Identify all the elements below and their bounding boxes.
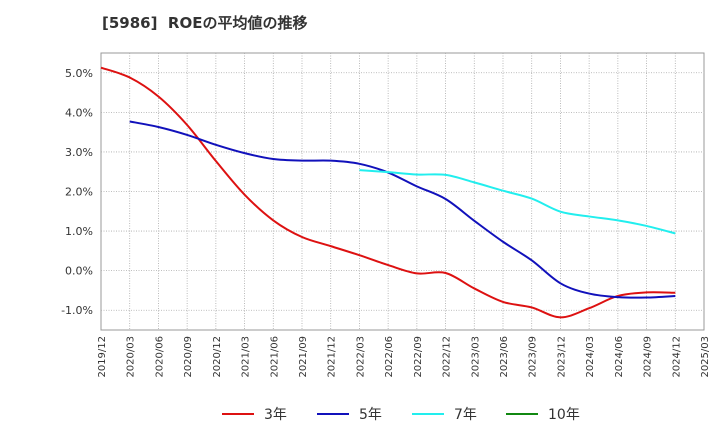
x-tick-label: 2021/03 xyxy=(241,336,252,378)
y-tick-label: 4.0% xyxy=(65,106,93,119)
y-tick-label: 3.0% xyxy=(65,146,93,159)
y-tick-label: 1.0% xyxy=(65,225,93,238)
x-tick-label: 2021/12 xyxy=(327,336,338,378)
x-tick-label: 2023/06 xyxy=(499,336,510,378)
x-tick-label: 2022/03 xyxy=(355,336,366,378)
y-tick-label: 0.0% xyxy=(65,265,93,278)
legend: 3年 5年 7年 10年 xyxy=(222,407,580,423)
x-tick-label: 2023/09 xyxy=(528,336,539,378)
x-tick-label: 2020/06 xyxy=(154,336,165,378)
y-tick-label: 2.0% xyxy=(65,186,93,199)
grid-lines xyxy=(101,53,704,330)
x-tick-label: 2024/03 xyxy=(585,336,596,378)
x-tick-label: 2020/09 xyxy=(183,336,194,378)
series-line-0 xyxy=(100,66,676,319)
x-tick-label: 2024/09 xyxy=(643,336,654,378)
series-lines xyxy=(100,66,676,319)
x-tick-label: 2023/03 xyxy=(470,336,481,378)
x-tick-label: 2021/09 xyxy=(298,336,309,378)
x-tick-label: 2020/03 xyxy=(126,336,137,378)
series-line-1 xyxy=(129,120,676,299)
x-axis-ticks: 2019/12 2020/03 2020/06 2020/09 2020/12 2021/… xyxy=(97,336,711,378)
legend-label-3: 10年 xyxy=(548,407,580,423)
series-line-2 xyxy=(359,169,676,235)
x-tick-label: 2020/12 xyxy=(212,336,223,378)
x-tick-label: 2024/06 xyxy=(614,336,625,378)
chart-title: [5986] ROEの平均値の推移 xyxy=(102,14,308,32)
x-tick-label: 2025/03 xyxy=(700,336,711,378)
y-tick-label: -1.0% xyxy=(61,304,93,317)
x-tick-label: 2022/06 xyxy=(384,336,395,378)
x-tick-label: 2019/12 xyxy=(97,336,108,378)
x-tick-label: 2022/12 xyxy=(442,336,453,378)
x-tick-label: 2023/12 xyxy=(556,336,567,378)
x-tick-label: 2022/09 xyxy=(413,336,424,378)
y-tick-label: 5.0% xyxy=(65,67,93,80)
legend-label-1: 5年 xyxy=(359,407,382,423)
legend-label-2: 7年 xyxy=(454,407,477,423)
x-tick-label: 2021/06 xyxy=(269,336,280,378)
y-axis-ticks: 5.0% 4.0% 3.0% 2.0% 1.0% 0.0% -1.0% xyxy=(61,67,93,317)
legend-label-0: 3年 xyxy=(264,407,287,423)
x-tick-label: 2024/12 xyxy=(671,336,682,378)
